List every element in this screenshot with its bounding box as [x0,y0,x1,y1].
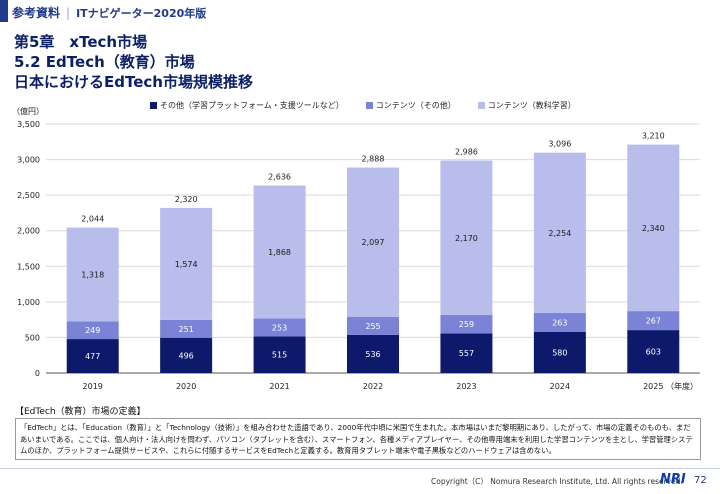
legend-item-content-other: コンテンツ（その他） [365,100,456,111]
total-label: 3,096 [548,140,571,149]
bar-segment [253,185,306,319]
y-tick-label: 3,000 [17,156,40,165]
title-line-2: 5.2 EdTech（教育）市場 [14,53,195,71]
header-sub: ITナビゲーター2020年版 [76,7,207,20]
bar-segment [66,339,119,373]
data-label: 1,868 [268,248,291,257]
total-label: 2,044 [81,215,104,224]
total-label: 2,320 [175,195,198,204]
x-tick-label: 2019 [83,382,103,391]
footer-rule [0,468,720,494]
bar-segment [533,313,586,332]
x-unit-label: （年度） [666,381,698,391]
data-label: 2,254 [548,229,571,238]
y-tick-label: 2,000 [17,227,40,236]
bar-segment [347,167,399,317]
total-label: 2,888 [362,155,385,164]
header-accent-bar [0,0,8,22]
chart-legend: その他（学習プラットフォーム・支援ツールなど） コンテンツ（その他） コンテンツ… [150,100,576,111]
bar-segment [627,311,680,331]
x-tick-label: 2021 [269,382,289,391]
data-label: 580 [552,348,567,357]
bar-segment [160,207,213,320]
x-tick-label: 2020 [176,382,196,391]
bar-segment [627,330,680,373]
data-label: 515 [272,351,287,360]
legend-swatch-other [150,102,157,109]
y-tick-label: 1,000 [17,298,40,307]
y-tick-label: 1,500 [17,262,40,271]
edtech-market-chart: 0 500 1,000 1,500 2,000 2,500 3,000 3,500 （億円） （年… [12,106,700,391]
data-label: 477 [85,352,100,361]
data-label: 1,574 [175,260,198,269]
data-label: 1,318 [81,270,104,279]
y-tick-label: 2,500 [17,191,40,200]
legend-label-content-other: コンテンツ（その他） [375,101,456,110]
y-unit-label: （億円） [12,106,44,116]
bar-segment [533,331,586,373]
definition-title: 【EdTech（教育）市場の定義】 [15,407,146,417]
data-label: 557 [459,349,474,358]
data-label: 496 [179,351,194,360]
bar-segment [533,152,586,314]
bar-segment [66,227,119,322]
page-titles: 第5章 xTech市場 5.2 EdTech（教育）市場 日本におけるEdTec… [14,32,253,92]
bar-segment [440,314,493,334]
total-label: 2,636 [268,172,291,181]
bar-segment [347,334,399,373]
legend-swatch-content-subject [477,102,485,109]
page-number: 72 [694,475,707,486]
data-label: 249 [85,326,100,335]
bar-segment [627,144,680,312]
total-label: 3,210 [642,132,665,141]
bar-segment [347,316,399,335]
legend-label-other: その他（学習プラットフォーム・支援ツールなど） [160,101,344,110]
data-label: 251 [179,325,194,334]
bar-segment [440,160,493,315]
header-separator: | [66,6,71,20]
x-tick-label: 2023 [456,382,476,391]
y-tick-label: 3,500 [17,120,40,129]
bar-segment [160,337,213,373]
legend-label-content-subject: コンテンツ（教科学習） [487,101,576,110]
bar-segment [253,336,306,373]
title-line-3: 日本におけるEdTech市場規模推移 [14,73,253,91]
x-tick-label: 2022 [363,382,383,391]
bar-segment [253,318,306,337]
bar-segment [66,321,119,340]
copyright: Copyright（C） Nomura Research Institute, … [431,477,683,486]
x-tick-label: 2024 [550,382,570,391]
data-label: 267 [646,317,661,326]
data-label: 2,340 [642,224,665,233]
header: 参考資料 | ITナビゲーター2020年版 [12,4,206,21]
nri-logo: NRI [660,472,686,487]
header-label: 参考資料 [12,6,61,20]
legend-swatch-content-other [365,102,373,109]
data-label: 259 [459,320,474,329]
definition-box: 「EdTech」とは、「Education（教育）」と「Technology（技… [15,418,701,460]
x-tick-label: 2025 [643,382,663,391]
data-label: 536 [365,350,380,359]
total-label: 2,986 [455,148,478,157]
y-tick-label: 0 [35,369,40,378]
data-label: 2,097 [362,238,385,247]
y-tick-label: 500 [25,333,40,342]
data-label: 263 [552,318,567,327]
definition-body: 「EdTech」とは、「Education（教育）」と「Technology（技… [20,423,693,455]
data-label: 2,170 [455,234,478,243]
legend-item-content-subject: コンテンツ（教科学習） [477,100,576,111]
bar-segment [440,333,493,373]
title-line-1: 第5章 xTech市場 [14,33,148,51]
data-label: 253 [272,323,287,332]
data-label: 603 [646,348,661,357]
bar-segment [160,319,213,338]
data-label: 255 [365,322,380,331]
legend-item-other: その他（学習プラットフォーム・支援ツールなど） [150,100,344,111]
